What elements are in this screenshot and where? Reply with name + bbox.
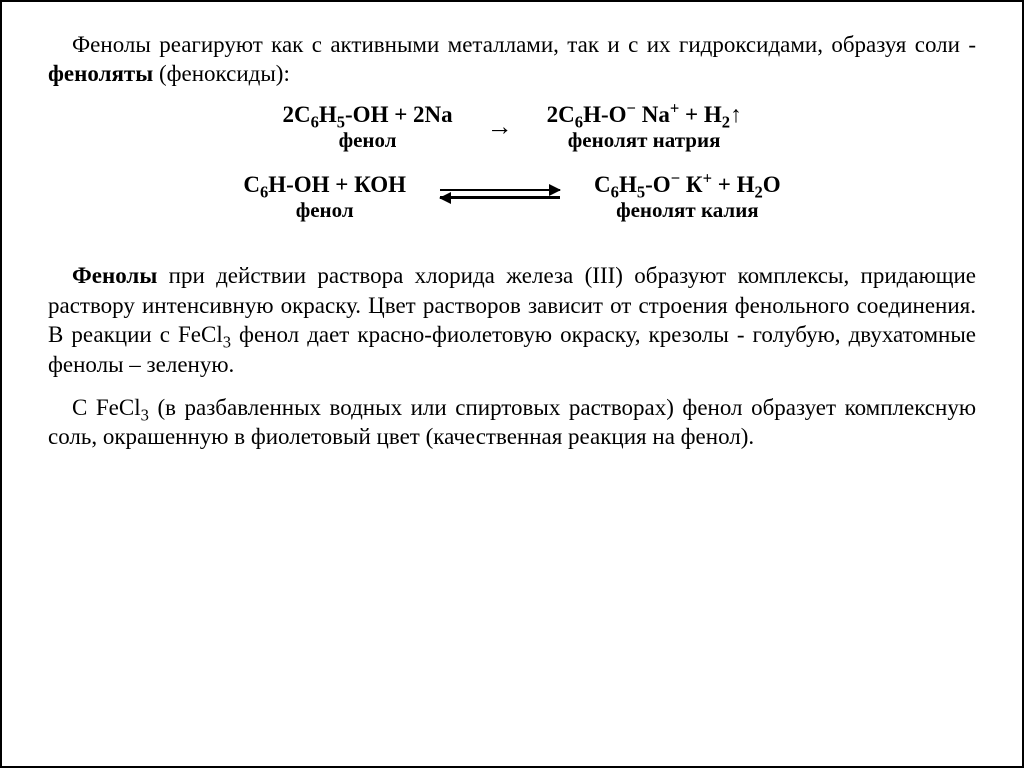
eq2-lhs-caption: фенол <box>296 199 354 221</box>
eq1-lhs-caption: фенол <box>339 129 397 151</box>
eq1-arrow: → <box>487 110 513 143</box>
document-page: Фенолы реагируют как с активными металла… <box>0 0 1024 768</box>
eq2-rhs: C6H5-O− К+ + H2O фенолят калия <box>594 173 781 221</box>
eq1-lhs: 2C6H5-OH + 2Na фенол <box>282 103 452 151</box>
para2-bold: Фенолы <box>72 263 157 288</box>
eq1-rhs: 2C6H-O− Na+ + H2↑ фенолят натрия <box>547 103 742 151</box>
para3-seg2: (в разбавленных водных или спиртовых рас… <box>48 395 976 449</box>
eq1-lhs-formula: 2C6H5-OH + 2Na <box>282 103 452 127</box>
eq1-rhs-formula: 2C6H-O− Na+ + H2↑ <box>547 103 742 127</box>
intro-post: (феноксиды): <box>153 61 290 86</box>
para3-seg1: С FeCl <box>72 395 141 420</box>
intro-paragraph: Фенолы реагируют как с активными металла… <box>48 30 976 89</box>
eq2-equilibrium-arrow <box>440 181 560 214</box>
paragraph-3: С FeCl3 (в разбавленных водных или спирт… <box>48 393 976 452</box>
eq2-lhs: C6H-OH + КОН фенол <box>243 173 406 221</box>
eq2-lhs-formula: C6H-OH + КОН <box>243 173 406 197</box>
intro-bold: феноляты <box>48 61 153 86</box>
eq1-rhs-caption: фенолят натрия <box>568 129 721 151</box>
para2-sub1: 3 <box>223 333 231 352</box>
paragraph-2: Фенолы при действии раствора хлорида жел… <box>48 261 976 379</box>
eq2-rhs-caption: фенолят калия <box>616 199 759 221</box>
intro-pre: Фенолы реагируют как с активными металла… <box>72 32 976 57</box>
equation-1: 2C6H5-OH + 2Na фенол → 2C6H-O− Na+ + H2↑… <box>48 103 976 151</box>
equilibrium-icon <box>440 182 560 206</box>
para3-sub1: 3 <box>141 406 149 425</box>
equation-block: 2C6H5-OH + 2Na фенол → 2C6H-O− Na+ + H2↑… <box>48 103 976 221</box>
equation-2: C6H-OH + КОН фенол C6H5-O− К+ + H2O фено… <box>48 173 976 221</box>
eq2-rhs-formula: C6H5-O− К+ + H2O <box>594 173 781 197</box>
